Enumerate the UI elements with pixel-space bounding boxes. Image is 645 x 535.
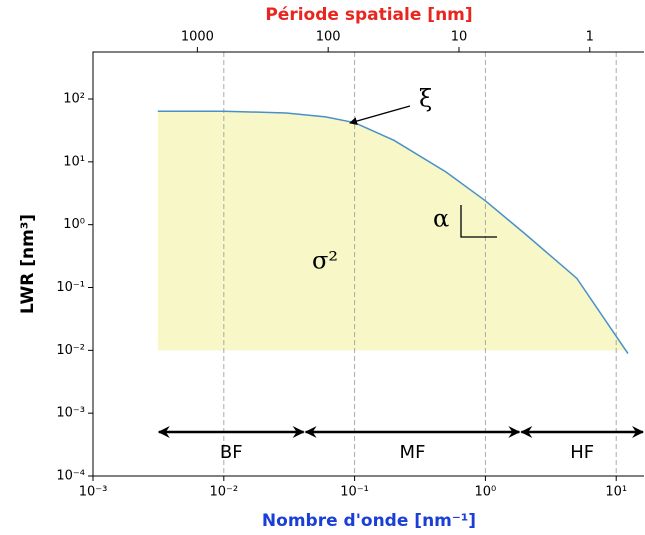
xi-arrow (349, 105, 411, 125)
shaded-area (157, 111, 628, 354)
top-axis-title: Période spatiale [nm] (265, 5, 472, 25)
x-tick-label: 10⁻³ (79, 485, 108, 500)
y-tick-label: 10¹ (63, 154, 85, 169)
y-tick-label: 10⁻² (56, 343, 85, 358)
x-tick-label: 10⁻² (209, 485, 238, 500)
sigma-label: σ² (312, 247, 338, 275)
band-label: BF (220, 442, 243, 463)
x-tick-label: 10⁻¹ (340, 485, 369, 500)
x-axis-title: Nombre d'onde [nm⁻¹] (262, 511, 476, 531)
y-tick-label: 10⁻¹ (56, 280, 85, 295)
y-tick-label: 10⁰ (63, 217, 85, 232)
top-tick-label: 100 (316, 30, 341, 45)
y-axis-title: LWR [nm³] (18, 214, 38, 314)
y-tick-label: 10⁻³ (56, 406, 85, 421)
band-label: HF (570, 442, 594, 463)
slope-triangle (460, 205, 497, 238)
alpha-label: α (433, 205, 449, 233)
top-tick-label: 10 (451, 30, 468, 45)
top-tick-label: 1 (586, 30, 594, 45)
y-tick-label: 10² (63, 92, 85, 107)
x-tick-label: 10¹ (605, 485, 627, 500)
x-tick-label: 10⁰ (475, 485, 497, 500)
y-tick-label: 10⁻⁴ (56, 469, 85, 484)
axes-frame (92, 51, 644, 477)
top-tick-label: 1000 (181, 30, 214, 45)
xi-label: ξ (419, 85, 432, 113)
band-label: MF (400, 442, 426, 463)
plot-area: 10⁻³ 10⁻² 10⁻¹ 10⁰ 10¹10⁻⁴10⁻³10⁻²10⁻¹10⁰10¹… (56, 30, 644, 500)
data-line (157, 110, 629, 354)
